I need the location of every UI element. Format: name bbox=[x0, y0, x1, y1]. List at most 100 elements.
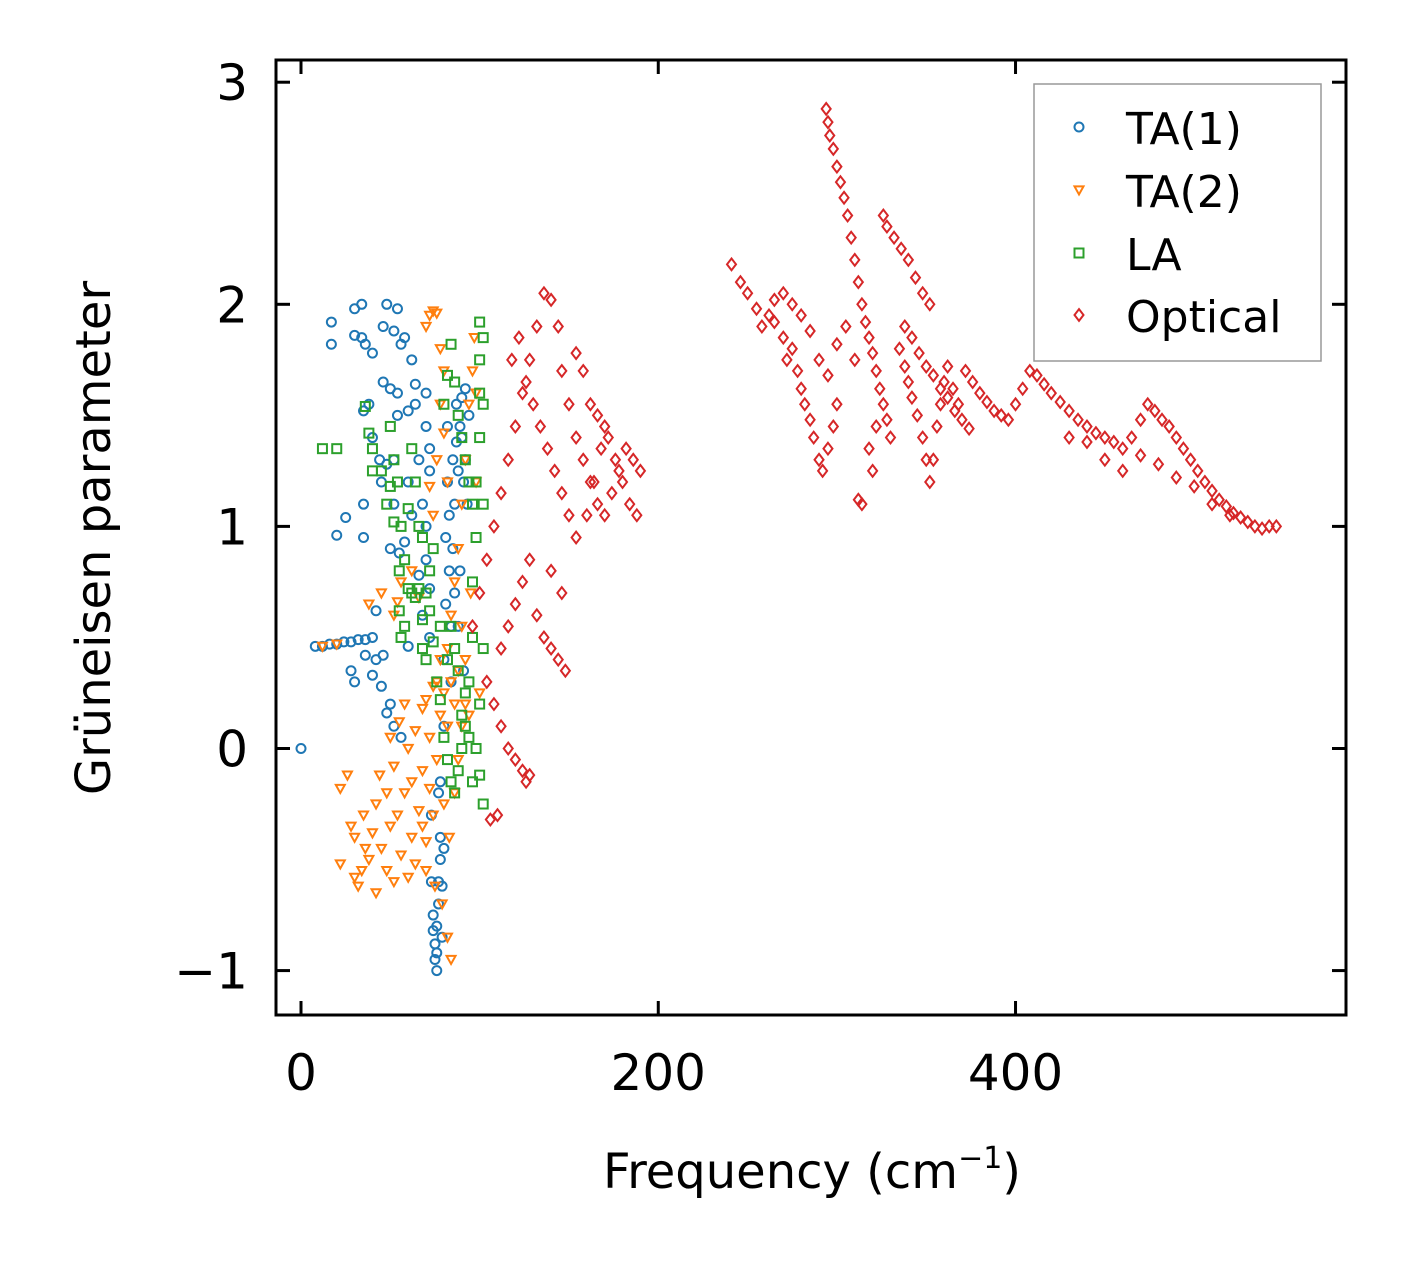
data-point bbox=[434, 694, 446, 706]
data-point bbox=[1002, 412, 1015, 428]
data-point bbox=[588, 474, 600, 490]
data-point bbox=[866, 463, 879, 479]
data-point bbox=[416, 821, 429, 833]
data-point bbox=[934, 396, 947, 412]
data-point bbox=[409, 398, 421, 410]
data-point bbox=[870, 363, 882, 379]
data-point bbox=[381, 298, 393, 310]
data-point bbox=[570, 430, 582, 446]
data-point bbox=[430, 754, 443, 767]
legend-label-ta1: TA(1) bbox=[1125, 104, 1242, 155]
data-point bbox=[463, 676, 475, 688]
data-point bbox=[434, 831, 446, 843]
data-point bbox=[463, 731, 475, 743]
data-point bbox=[366, 828, 379, 840]
data-point bbox=[1009, 396, 1022, 412]
data-point bbox=[340, 512, 352, 524]
data-point bbox=[474, 316, 486, 328]
data-point bbox=[470, 742, 482, 754]
data-point bbox=[1170, 430, 1183, 446]
data-point bbox=[1054, 394, 1066, 410]
data-point bbox=[424, 465, 436, 477]
data-point bbox=[606, 485, 618, 501]
data-point bbox=[459, 720, 471, 732]
data-point bbox=[813, 452, 825, 468]
data-point bbox=[513, 330, 525, 346]
data-point bbox=[1063, 430, 1075, 446]
data-point bbox=[394, 577, 408, 589]
data-point bbox=[366, 465, 378, 477]
data-point bbox=[1141, 396, 1154, 412]
data-point bbox=[388, 454, 400, 466]
data-point bbox=[416, 532, 428, 543]
data-point bbox=[452, 765, 464, 777]
data-point bbox=[531, 319, 543, 335]
data-point bbox=[816, 463, 829, 479]
data-point bbox=[911, 407, 924, 423]
data-point bbox=[355, 866, 368, 878]
data-point bbox=[552, 652, 564, 668]
data-point bbox=[449, 376, 461, 388]
data-point bbox=[516, 763, 529, 779]
data-point bbox=[725, 256, 738, 272]
data-point bbox=[822, 114, 834, 130]
data-point bbox=[786, 296, 799, 312]
data-point bbox=[412, 806, 426, 818]
data-point bbox=[419, 321, 433, 334]
data-point bbox=[1045, 385, 1058, 401]
x-tick-label: 400 bbox=[968, 1044, 1063, 1102]
data-point bbox=[341, 770, 354, 782]
data-point bbox=[741, 285, 754, 301]
data-point bbox=[941, 390, 954, 406]
data-point bbox=[906, 390, 918, 406]
data-point bbox=[387, 761, 401, 773]
data-point bbox=[359, 649, 371, 661]
data-point bbox=[419, 695, 433, 707]
data-point bbox=[416, 614, 428, 626]
data-point bbox=[1206, 483, 1218, 499]
data-point bbox=[506, 352, 518, 368]
data-point bbox=[466, 366, 479, 378]
data-point bbox=[795, 381, 807, 397]
data-point bbox=[1184, 452, 1197, 468]
data-point bbox=[464, 588, 477, 600]
data-point bbox=[1170, 470, 1183, 486]
data-point bbox=[538, 629, 550, 645]
data-point bbox=[443, 565, 455, 577]
data-point bbox=[877, 396, 890, 412]
data-point bbox=[831, 159, 843, 175]
data-point bbox=[419, 866, 433, 878]
data-point bbox=[863, 441, 875, 457]
data-point bbox=[502, 618, 514, 634]
data-point bbox=[413, 454, 425, 466]
y-tick-label: 0 bbox=[216, 720, 248, 778]
data-point bbox=[881, 412, 893, 428]
data-point bbox=[459, 655, 472, 667]
series-ta-1 bbox=[295, 298, 475, 977]
data-point bbox=[463, 476, 475, 488]
data-point bbox=[456, 709, 468, 721]
x-tick-labels: 0 200 400 bbox=[285, 1044, 1063, 1102]
series-ta-2 bbox=[316, 306, 486, 967]
data-point bbox=[545, 292, 557, 308]
plot-frame bbox=[274, 58, 1348, 1017]
data-point bbox=[909, 270, 922, 286]
data-point bbox=[888, 230, 900, 246]
data-point bbox=[495, 641, 507, 657]
data-point bbox=[434, 776, 446, 788]
data-point bbox=[552, 319, 564, 335]
data-point bbox=[434, 344, 447, 356]
data-point bbox=[452, 544, 465, 556]
data-point bbox=[516, 574, 529, 590]
data-point bbox=[398, 788, 411, 800]
data-point bbox=[362, 599, 376, 611]
data-point bbox=[609, 452, 622, 468]
data-point bbox=[359, 400, 371, 412]
data-point bbox=[352, 634, 364, 646]
data-point bbox=[295, 742, 307, 754]
data-point bbox=[456, 392, 468, 404]
data-point bbox=[1199, 474, 1211, 490]
data-point bbox=[584, 396, 597, 412]
data-point bbox=[481, 674, 493, 690]
